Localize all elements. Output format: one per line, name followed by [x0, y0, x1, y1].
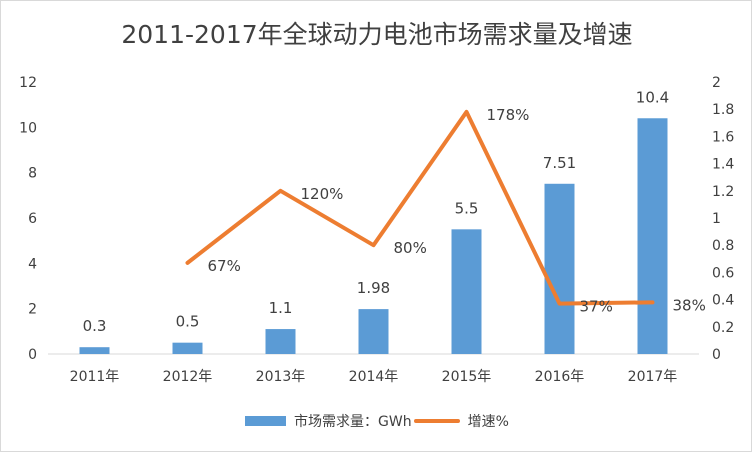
- bar-data-label: 7.51: [543, 154, 576, 172]
- bar-data-label: 1.98: [357, 279, 390, 297]
- growth-line: [185, 109, 655, 306]
- x-axis-tick: 2015年: [442, 369, 492, 385]
- right-axis-tick: 1.6: [712, 129, 734, 145]
- bar: [544, 183, 575, 354]
- legend-line-swatch: [413, 419, 460, 423]
- legend: 市场需求量：GWh 增速%: [1, 411, 752, 431]
- right-axis-tick: 1.2: [712, 184, 734, 200]
- right-axis-tick: 2: [712, 75, 721, 91]
- bar: [265, 329, 296, 354]
- right-axis-tick: 1.8: [712, 102, 734, 118]
- right-axis-tick: 0.4: [712, 293, 734, 309]
- left-axis-tick: 8: [28, 166, 37, 182]
- line-point: [279, 189, 282, 193]
- x-axis-tick: 2014年: [349, 369, 399, 385]
- x-axis-tick: 2011年: [70, 369, 120, 385]
- x-axis-tick: 2012年: [163, 369, 213, 385]
- line-point: [372, 243, 375, 247]
- line-point: [558, 302, 561, 306]
- left-axis-tick: 2: [28, 302, 37, 318]
- right-axis-tick: 1.4: [712, 157, 734, 173]
- bar-data-label: 1.1: [269, 299, 293, 317]
- line-point: [186, 261, 189, 265]
- legend-bar-swatch: [245, 416, 287, 426]
- line-data-label: 38%: [673, 296, 706, 314]
- right-axis-tick: 0.2: [712, 320, 734, 336]
- bar: [358, 309, 389, 354]
- bar: [451, 229, 482, 354]
- line-point: [651, 300, 654, 304]
- x-axis-tick: 2016年: [535, 369, 585, 385]
- left-axis-tick: 4: [28, 256, 37, 272]
- right-axis-tick: 1: [712, 211, 721, 227]
- left-axis-tick: 12: [19, 75, 37, 91]
- bar: [79, 347, 110, 354]
- bar-data-label: 0.5: [176, 313, 200, 331]
- bar: [172, 342, 203, 354]
- bar: [637, 118, 668, 355]
- right-axis-tick: 0: [712, 347, 721, 363]
- right-axis-tick: 0.6: [712, 265, 734, 281]
- bar-data-label: 10.4: [636, 88, 669, 106]
- line-data-label: 178%: [487, 106, 530, 124]
- line-data-label: 80%: [394, 239, 427, 257]
- line-data-label: 67%: [208, 257, 241, 275]
- left-axis-tick: 10: [19, 120, 37, 136]
- chart-title: 2011-2017年全球动力电池市场需求量及增速: [121, 20, 633, 49]
- x-axis-tick: 2013年: [256, 369, 306, 385]
- line-point: [465, 110, 468, 114]
- line-data-label: 120%: [301, 185, 344, 203]
- right-axis-tick: 0.8: [712, 238, 734, 254]
- left-axis-tick: 0: [28, 347, 37, 363]
- bar-data-label: 0.3: [83, 317, 107, 335]
- legend-bar-label: 市场需求量：GWh: [294, 414, 412, 430]
- line-data-label: 37%: [580, 298, 613, 316]
- x-axis-tick: 2017年: [628, 369, 678, 385]
- left-axis-tick: 6: [28, 211, 37, 227]
- bar-data-label: 5.5: [455, 199, 479, 217]
- legend-line-label: 增速%: [467, 414, 509, 430]
